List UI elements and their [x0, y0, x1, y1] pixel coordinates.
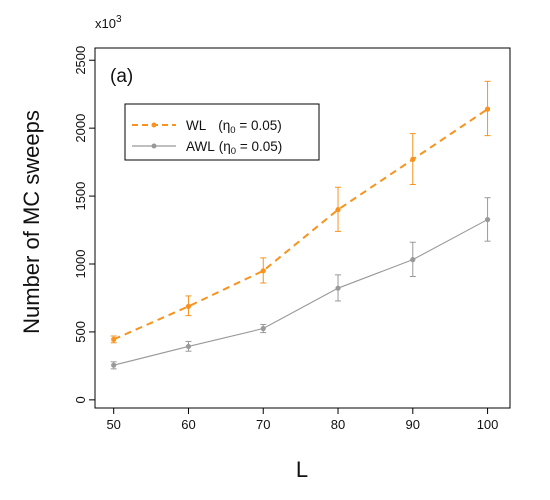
x-tick-label: 90	[406, 417, 420, 432]
y-tick-label: 0	[73, 396, 88, 403]
x-tick-label: 100	[477, 417, 499, 432]
series-line-awl	[113, 219, 488, 366]
y-tick-label: 1000	[73, 250, 88, 279]
y-axis: 0 500 1000 1500 2000 2500	[73, 46, 95, 403]
legend: WL (η0 = 0.05) AWL (η0 = 0.05)	[124, 103, 320, 161]
data-point-awl	[111, 362, 117, 368]
data-point-wl	[410, 156, 416, 162]
multiplier-base: x10	[95, 16, 116, 31]
multiplier-exponent: 3	[116, 14, 122, 25]
y-tick-label: 500	[73, 321, 88, 343]
series-line-wl	[113, 108, 489, 341]
data-point-wl	[335, 207, 341, 213]
data-point-wl	[111, 336, 117, 342]
x-tick-label: 60	[181, 417, 195, 432]
x-tick-label: 80	[331, 417, 345, 432]
y-tick-label: 1500	[73, 182, 88, 211]
panel-label: (a)	[110, 66, 133, 87]
legend-label-awl: AWL (η0 = 0.05)	[186, 139, 282, 157]
data-point-awl	[335, 285, 341, 291]
data-point-wl	[260, 268, 266, 274]
y-tick-label: 2000	[73, 114, 88, 143]
x-tick-label: 50	[106, 417, 120, 432]
y-multiplier: x103	[95, 14, 122, 31]
legend-wl-rest: = 0.05)	[236, 118, 282, 133]
data-point-wl	[185, 303, 192, 309]
legend-label-wl: WL (η0 = 0.05)	[186, 118, 282, 136]
legend-wl-eta: (η	[218, 118, 230, 133]
plot-frame	[94, 47, 511, 409]
data-point-wl	[484, 106, 491, 112]
legend-awl-rest: = 0.05)	[236, 139, 282, 154]
legend-awl-eta: (η	[219, 139, 231, 154]
legend-awl-name: AWL	[186, 139, 215, 154]
x-axis: 50 60 70 80 90 100	[106, 408, 498, 432]
legend-marker-awl	[151, 143, 157, 149]
legend-marker-wl	[151, 122, 157, 128]
legend-wl-sub: 0	[230, 125, 235, 136]
data-point-awl	[260, 325, 266, 332]
legend-box	[124, 103, 320, 161]
series-awl	[110, 197, 491, 370]
series-wl	[110, 80, 491, 344]
legend-wl-name: WL	[186, 118, 207, 133]
data-point-awl	[185, 343, 192, 350]
y-axis-title: Number of MC sweeps	[19, 110, 44, 334]
data-point-awl	[484, 216, 491, 223]
x-tick-label: 70	[256, 417, 270, 432]
legend-awl-sub: 0	[231, 146, 236, 157]
x-axis-title: L	[296, 457, 308, 482]
series-layer	[110, 80, 491, 370]
y-tick-label: 2500	[73, 46, 88, 75]
data-point-awl	[410, 257, 416, 263]
